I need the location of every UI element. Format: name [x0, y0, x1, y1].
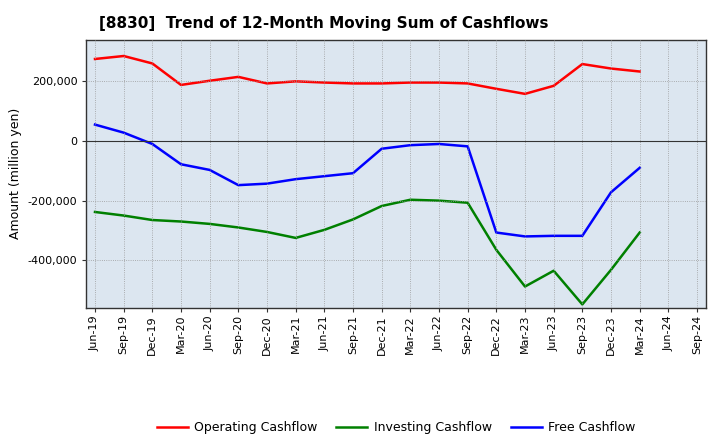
Free Cashflow — [176, 161, 185, 167]
Free Cashflow — [578, 233, 587, 238]
Free Cashflow — [492, 230, 500, 235]
Operating Cashflow — [435, 80, 444, 85]
Free Cashflow — [234, 183, 243, 188]
Free Cashflow — [120, 130, 128, 135]
Free Cashflow — [91, 122, 99, 127]
Free Cashflow — [292, 176, 300, 182]
Free Cashflow — [635, 165, 644, 170]
Investing Cashflow — [263, 229, 271, 235]
Operating Cashflow — [120, 53, 128, 59]
Investing Cashflow — [549, 268, 558, 273]
Operating Cashflow — [348, 81, 357, 86]
Operating Cashflow — [464, 81, 472, 86]
Operating Cashflow — [176, 82, 185, 88]
Y-axis label: Amount (million yen): Amount (million yen) — [9, 108, 22, 239]
Investing Cashflow — [578, 302, 587, 307]
Operating Cashflow — [91, 56, 99, 62]
Line: Investing Cashflow: Investing Cashflow — [95, 200, 639, 304]
Investing Cashflow — [234, 225, 243, 230]
Investing Cashflow — [120, 213, 128, 218]
Operating Cashflow — [406, 80, 415, 85]
Investing Cashflow — [320, 227, 328, 232]
Investing Cashflow — [492, 247, 500, 253]
Operating Cashflow — [492, 86, 500, 92]
Free Cashflow — [377, 146, 386, 151]
Operating Cashflow — [205, 78, 214, 84]
Investing Cashflow — [377, 203, 386, 209]
Investing Cashflow — [176, 219, 185, 224]
Investing Cashflow — [205, 221, 214, 227]
Investing Cashflow — [464, 200, 472, 205]
Operating Cashflow — [549, 83, 558, 88]
Investing Cashflow — [635, 230, 644, 235]
Free Cashflow — [464, 144, 472, 149]
Line: Free Cashflow: Free Cashflow — [95, 125, 639, 236]
Investing Cashflow — [348, 217, 357, 222]
Text: [8830]  Trend of 12-Month Moving Sum of Cashflows: [8830] Trend of 12-Month Moving Sum of C… — [99, 16, 549, 32]
Investing Cashflow — [406, 197, 415, 202]
Free Cashflow — [148, 141, 157, 147]
Free Cashflow — [549, 233, 558, 238]
Free Cashflow — [607, 190, 616, 195]
Free Cashflow — [348, 171, 357, 176]
Investing Cashflow — [435, 198, 444, 203]
Investing Cashflow — [292, 235, 300, 241]
Operating Cashflow — [320, 80, 328, 85]
Free Cashflow — [205, 167, 214, 172]
Investing Cashflow — [521, 284, 529, 289]
Free Cashflow — [521, 234, 529, 239]
Operating Cashflow — [234, 74, 243, 80]
Investing Cashflow — [91, 209, 99, 215]
Free Cashflow — [435, 141, 444, 147]
Line: Operating Cashflow: Operating Cashflow — [95, 56, 639, 94]
Operating Cashflow — [148, 61, 157, 66]
Operating Cashflow — [263, 81, 271, 86]
Free Cashflow — [263, 181, 271, 186]
Legend: Operating Cashflow, Investing Cashflow, Free Cashflow: Operating Cashflow, Investing Cashflow, … — [152, 416, 640, 439]
Operating Cashflow — [377, 81, 386, 86]
Operating Cashflow — [578, 62, 587, 67]
Operating Cashflow — [292, 79, 300, 84]
Investing Cashflow — [148, 217, 157, 223]
Operating Cashflow — [521, 91, 529, 96]
Operating Cashflow — [635, 69, 644, 74]
Free Cashflow — [320, 173, 328, 179]
Free Cashflow — [406, 143, 415, 148]
Operating Cashflow — [607, 66, 616, 71]
Investing Cashflow — [607, 267, 616, 272]
